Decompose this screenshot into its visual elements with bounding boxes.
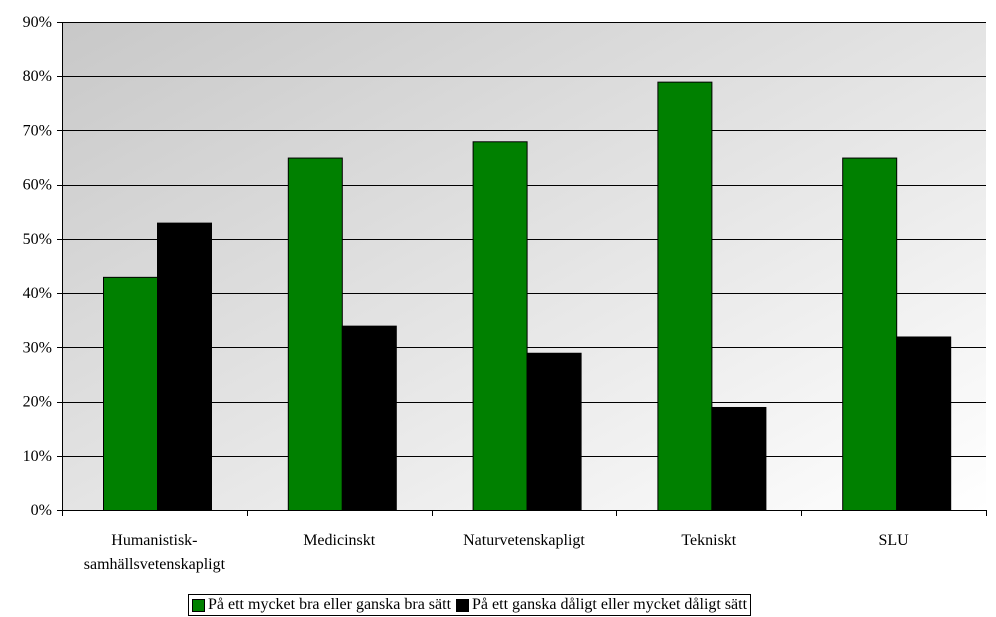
- x-tick-labels: Humanistisk-samhällsvetenskapligt Medicin…: [84, 532, 909, 573]
- bar-series-1-category-4: [657, 81, 713, 512]
- axes: [57, 22, 987, 516]
- legend-swatch-series-2: [456, 598, 470, 612]
- x-tick-label-4: Tekniskt: [681, 532, 736, 549]
- y-tick-label-1: 0%: [31, 502, 52, 519]
- y-tick-label-3: 20%: [23, 394, 52, 411]
- bar-series-1-category-2: [287, 157, 343, 512]
- x-tick-label-4-line-1: Tekniskt: [681, 532, 736, 549]
- legend-item-series-2: På ett ganska dåligt eller mycket dåligt…: [456, 596, 747, 614]
- bar-series-2-category-1: [157, 222, 212, 511]
- y-tick-label-9: 80%: [23, 68, 52, 85]
- bar-series-2-category-3: [526, 352, 582, 511]
- legend-label-series-1: På ett mycket bra eller ganska bra sätt: [208, 596, 452, 613]
- y-tick-label-4: 30%: [23, 339, 52, 356]
- legend-item-series-1: På ett mycket bra eller ganska bra sätt: [192, 596, 451, 614]
- bar-series-2-category-5: [896, 336, 952, 511]
- bar-series-2-category-4: [711, 406, 767, 512]
- legend-label-series-2: På ett ganska dåligt eller mycket dåligt…: [472, 596, 748, 613]
- y-tick-label-10: 90%: [23, 14, 52, 31]
- y-tick-label-8: 70%: [23, 122, 52, 139]
- x-tick-label-2-line-1: Medicinskt: [303, 532, 376, 549]
- x-tick-label-3: Naturvetenskapligt: [463, 532, 585, 549]
- y-tick-label-2: 10%: [23, 448, 52, 465]
- x-tick-label-1-line-2: samhällsvetenskapligt: [84, 556, 226, 573]
- y-tick-label-5: 40%: [23, 285, 52, 302]
- y-tick-label-6: 50%: [23, 231, 52, 248]
- x-tick-label-5: SLU: [878, 532, 909, 549]
- y-tick-labels: 0% 10% 20% 30% 40% 50% 60% 70% 80% 90%: [23, 14, 52, 519]
- legend: På ett mycket bra eller ganska bra sätt …: [188, 594, 752, 616]
- x-tick-label-1: Humanistisk-samhällsvetenskapligt: [84, 532, 226, 573]
- bar-series-2-category-2: [341, 325, 397, 511]
- legend-swatch-series-1: [192, 598, 205, 612]
- bar-series-1-category-5: [842, 157, 898, 512]
- bars: [103, 81, 952, 512]
- bar-series-1-category-3: [472, 141, 528, 512]
- x-tick-label-5-line-1: SLU: [878, 532, 909, 549]
- bar-series-1-category-1: [103, 276, 158, 511]
- x-tick-label-3-line-1: Naturvetenskapligt: [463, 532, 585, 549]
- y-tick-label-7: 60%: [23, 177, 52, 194]
- x-tick-label-1-line-1: Humanistisk-: [111, 532, 197, 549]
- x-tick-label-2: Medicinskt: [303, 532, 376, 549]
